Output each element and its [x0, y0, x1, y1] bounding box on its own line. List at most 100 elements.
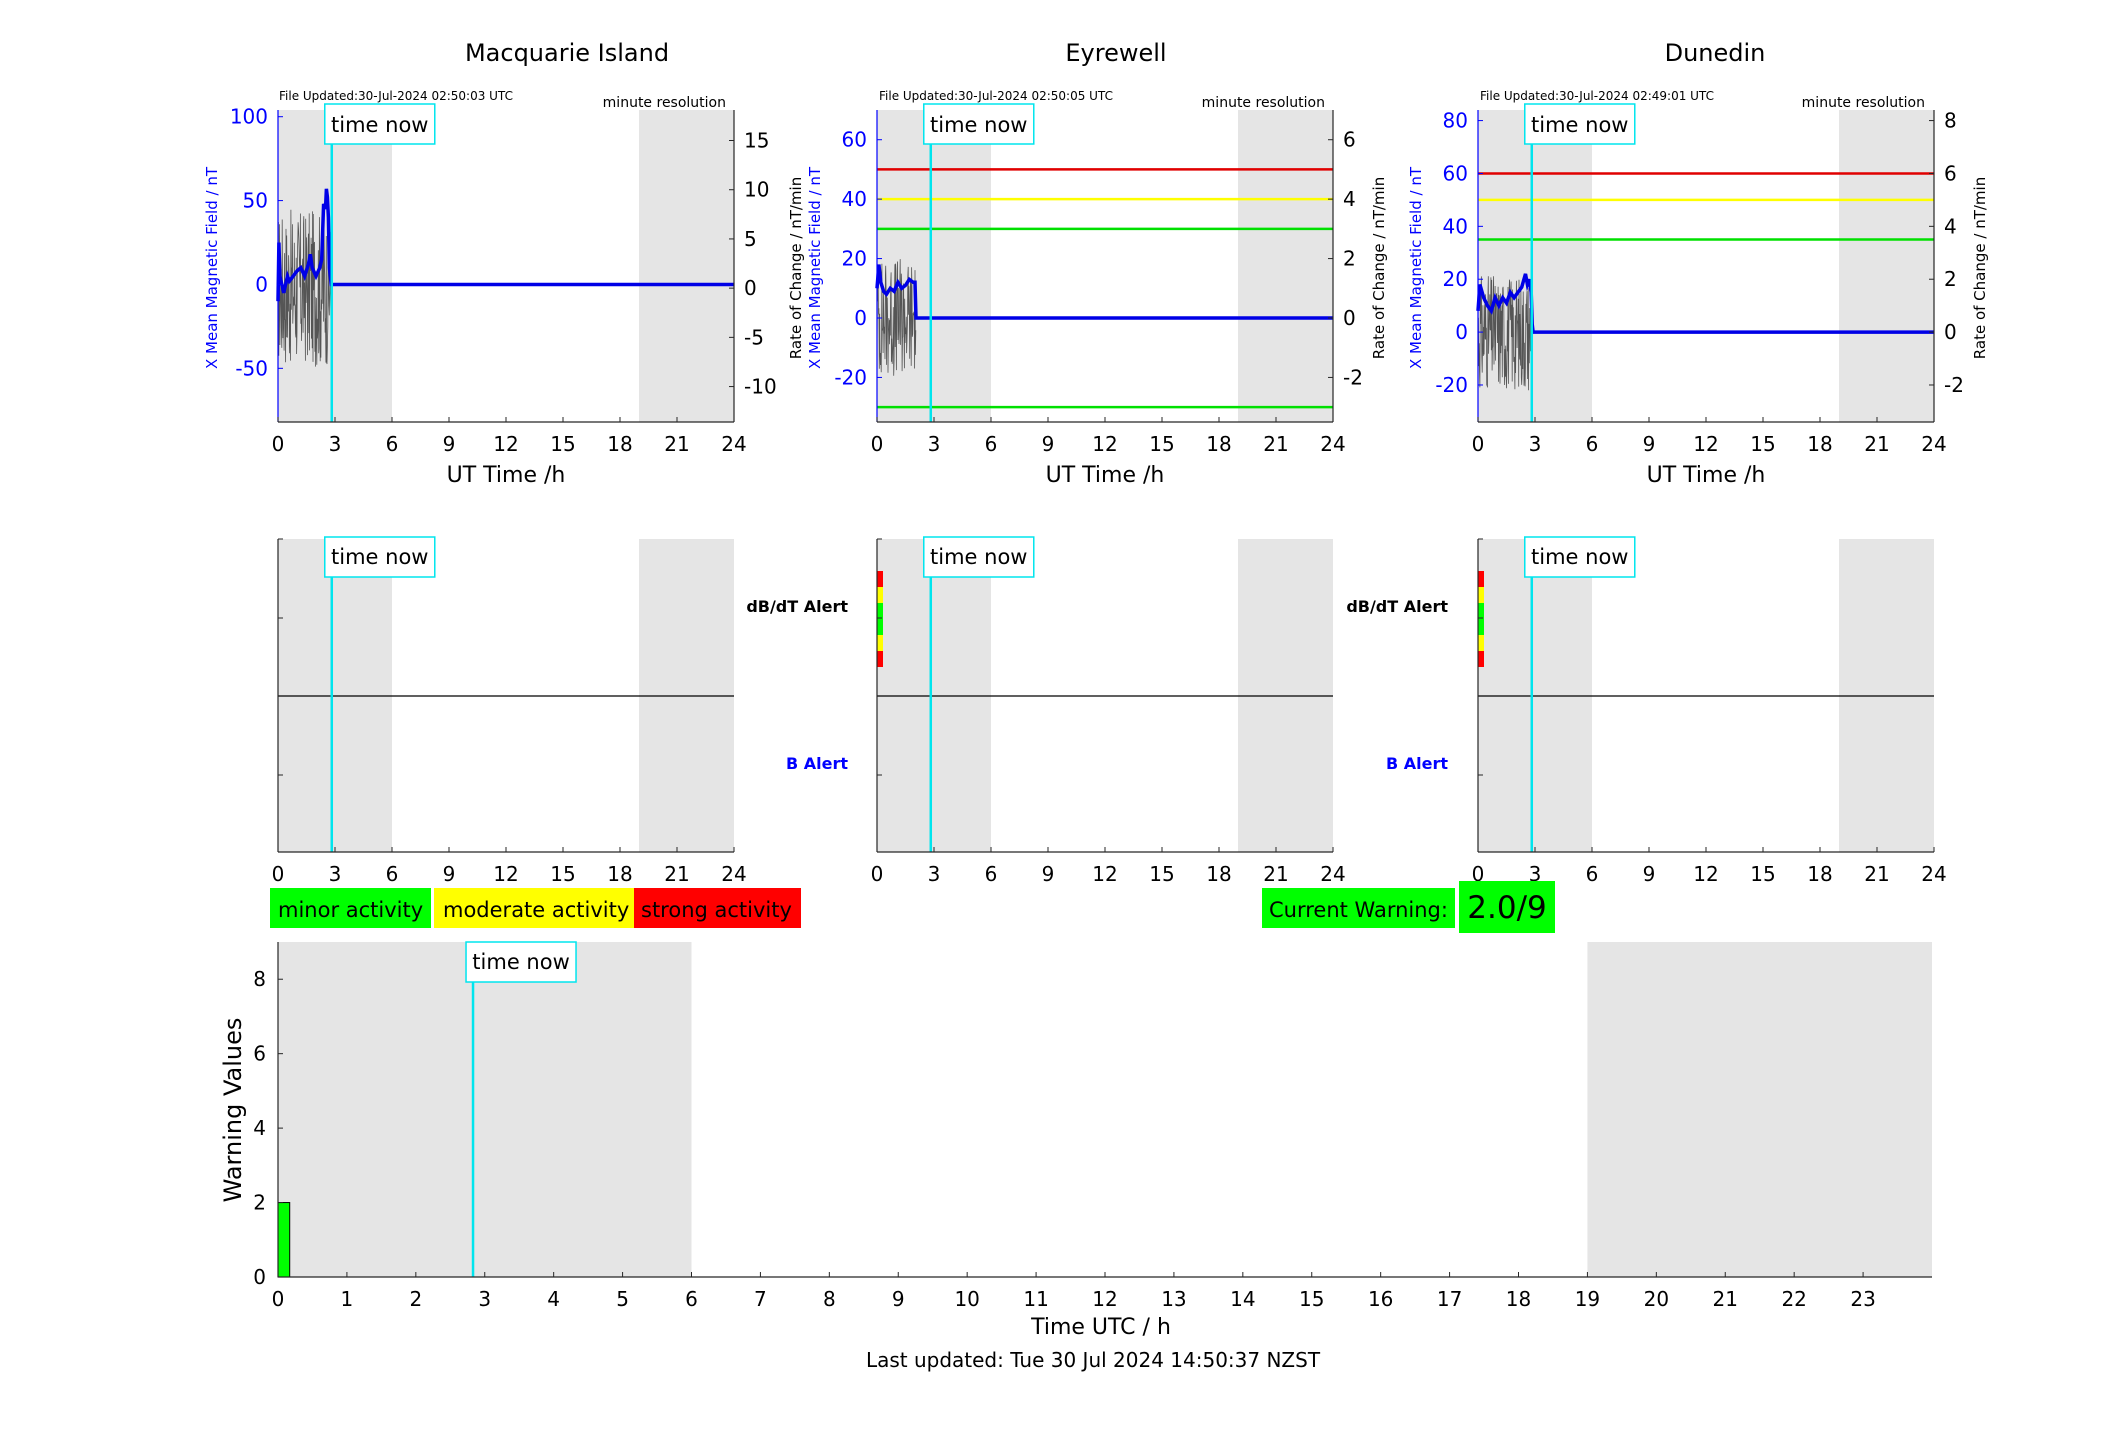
left-y-tick-label: 20 — [842, 247, 867, 271]
right-y-axis-label: Rate of Change / nT/min — [1971, 177, 1989, 359]
left-y-tick-label: 80 — [1443, 109, 1468, 133]
x-axis-label: UT Time /h — [1647, 463, 1766, 488]
left-y-tick-label: -20 — [1435, 373, 1468, 397]
x-tick-label: 6 — [985, 432, 998, 456]
right-y-tick-label: -2 — [1343, 365, 1363, 389]
left-y-tick-label: 100 — [230, 105, 268, 129]
x-tick-label: 21 — [664, 862, 689, 886]
x-tick-label: 15 — [1750, 432, 1775, 456]
dbdt-alert-segment — [1478, 603, 1484, 619]
x-tick-label: 23 — [1850, 1287, 1875, 1311]
resolution-label: minute resolution — [1802, 95, 1925, 111]
x-tick-label: 6 — [1586, 432, 1599, 456]
x-tick-label: 6 — [685, 1287, 698, 1311]
x-tick-label: 18 — [1807, 432, 1832, 456]
x-tick-label: 19 — [1575, 1287, 1600, 1311]
left-y-tick-label: 60 — [842, 128, 867, 152]
legend-minor-label: minor activity — [278, 898, 423, 922]
x-tick-label: 6 — [386, 862, 399, 886]
x-tick-label: 18 — [1206, 862, 1231, 886]
right-y-tick-label: 10 — [744, 178, 769, 202]
resolution-label: minute resolution — [603, 95, 726, 111]
time-now-box — [923, 536, 1035, 578]
right-y-tick-label: 6 — [1343, 128, 1356, 152]
dbdt-alert-segment — [1478, 571, 1484, 587]
time-now-box — [923, 103, 1035, 145]
x-tick-label: 9 — [443, 862, 456, 886]
station-panel-eyrewell: Eyrewell File Updated:30-Jul-2024 02:50:… — [806, 39, 1388, 488]
left-y-tick-label: -20 — [834, 365, 867, 389]
x-tick-label: 0 — [871, 432, 884, 456]
x-tick-label: 17 — [1437, 1287, 1462, 1311]
right-y-tick-label: -5 — [744, 325, 764, 349]
x-tick-label: 15 — [1149, 432, 1174, 456]
x-tick-label: 18 — [1206, 432, 1231, 456]
dbdt-alert-label: dB/dT Alert — [746, 597, 848, 616]
right-y-tick-label: 15 — [744, 129, 769, 153]
file-updated-label: File Updated:30-Jul-2024 02:49:01 UTC — [1480, 89, 1714, 103]
left-y-tick-label: 60 — [1443, 161, 1468, 185]
last-updated-label: Last updated: Tue 30 Jul 2024 14:50:37 N… — [866, 1348, 1321, 1372]
dbdt-alert-segment — [1478, 619, 1484, 635]
current-warning: Current Warning: 2.0/9 — [1262, 881, 1555, 933]
left-y-tick-label: 20 — [1443, 267, 1468, 291]
current-warning-value: 2.0/9 — [1467, 890, 1546, 926]
legend-strong-swatch — [634, 888, 801, 928]
x-tick-label: 7 — [754, 1287, 767, 1311]
x-tick-label: 12 — [1693, 432, 1718, 456]
x-tick-label: 3 — [928, 432, 941, 456]
b-alert-label: B Alert — [786, 754, 848, 773]
x-tick-label: 3 — [478, 1287, 491, 1311]
x-tick-label: 13 — [1161, 1287, 1186, 1311]
x-tick-label: 9 — [1042, 432, 1055, 456]
x-tick-label: 6 — [386, 432, 399, 456]
time-now-label: time now — [1531, 113, 1628, 137]
y-tick-label: 6 — [253, 1042, 266, 1066]
resolution-label: minute resolution — [1202, 95, 1325, 111]
x-tick-label: 5 — [616, 1287, 629, 1311]
right-y-tick-label: -10 — [744, 375, 777, 399]
x-tick-label: 8 — [823, 1287, 836, 1311]
b-alert-label: B Alert — [1386, 754, 1448, 773]
x-tick-label: 9 — [443, 432, 456, 456]
time-now-label: time now — [331, 545, 428, 569]
x-tick-label: 21 — [1864, 862, 1889, 886]
warning-x-axis-label: Time UTC / h — [1030, 1315, 1171, 1340]
y-tick-label: 8 — [253, 967, 266, 991]
time-now-box — [465, 941, 577, 983]
right-y-tick-label: 0 — [744, 276, 757, 300]
x-tick-label: 9 — [892, 1287, 905, 1311]
right-y-axis-label: Rate of Change / nT/min — [787, 177, 805, 359]
x-tick-label: 15 — [550, 862, 575, 886]
current-warning-label: Current Warning: — [1269, 898, 1448, 922]
time-now-label: time now — [1531, 545, 1628, 569]
x-tick-label: 9 — [1042, 862, 1055, 886]
x-tick-label: 12 — [1092, 1287, 1117, 1311]
right-y-tick-label: 2 — [1944, 267, 1957, 291]
legend-moderate-label: moderate activity — [443, 898, 629, 922]
station-panel-macquarie: Macquarie Island File Updated:30-Jul-202… — [203, 39, 805, 488]
y-tick-label: 2 — [253, 1191, 266, 1215]
magnetic-field-line — [276, 188, 734, 302]
x-tick-label: 24 — [1921, 432, 1946, 456]
right-y-tick-label: 0 — [1944, 320, 1957, 344]
x-tick-label: 22 — [1781, 1287, 1806, 1311]
x-axis-label: UT Time /h — [1046, 463, 1165, 488]
x-tick-label: 12 — [493, 432, 518, 456]
time-now-label: time now — [930, 113, 1027, 137]
x-tick-label: 14 — [1230, 1287, 1255, 1311]
rate-of-change-line — [1477, 276, 1533, 391]
x-axis-label: UT Time /h — [447, 463, 566, 488]
right-y-tick-label: 4 — [1343, 187, 1356, 211]
night-shading — [1839, 110, 1934, 422]
x-tick-label: 18 — [607, 432, 632, 456]
left-y-tick-label: 0 — [1455, 320, 1468, 344]
x-tick-label: 6 — [985, 862, 998, 886]
warning-y-axis-label: Warning Values — [219, 1018, 247, 1203]
night-shading — [278, 942, 692, 1277]
file-updated-label: File Updated:30-Jul-2024 02:50:05 UTC — [879, 89, 1113, 103]
station-panel-dunedin: Dunedin File Updated:30-Jul-2024 02:49:0… — [1407, 39, 1989, 488]
x-tick-label: 12 — [1092, 432, 1117, 456]
dbdt-alert-label: dB/dT Alert — [1346, 597, 1448, 616]
